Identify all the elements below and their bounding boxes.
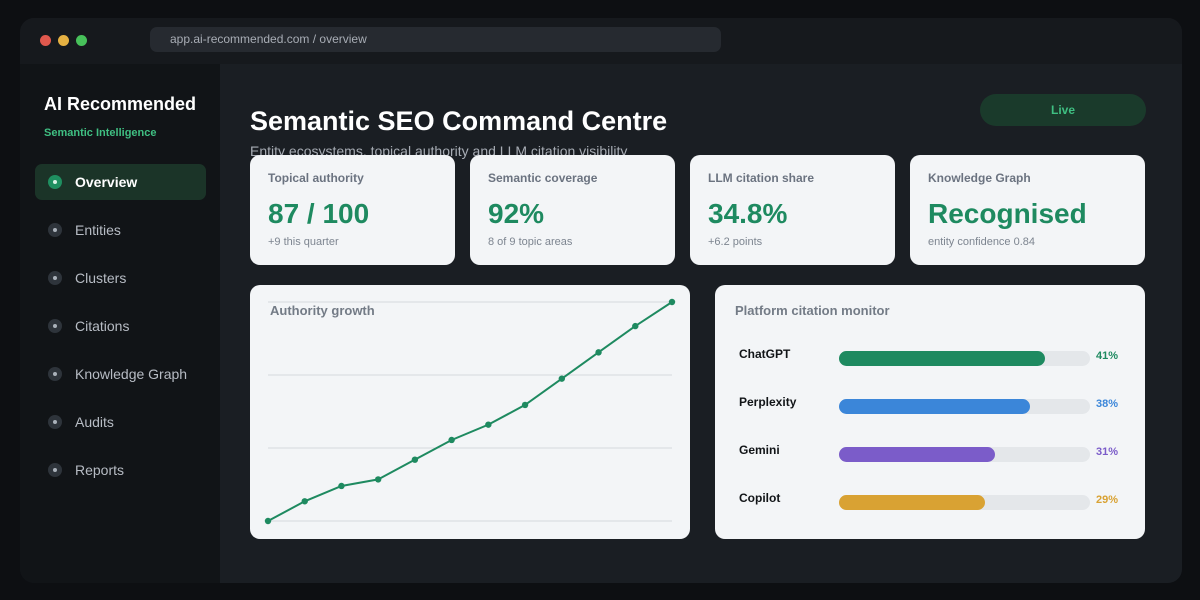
platform-name: Perplexity (739, 395, 797, 409)
stat-value: 34.8% (708, 198, 788, 229)
platform-row-chatgpt: ChatGPT 41% (715, 347, 1145, 367)
nav-bullet-icon (48, 175, 62, 189)
progress-track (839, 447, 1090, 462)
live-status-badge[interactable]: Live (980, 94, 1146, 126)
chart-data-point[interactable] (301, 498, 308, 505)
nav-bullet-icon (48, 463, 62, 477)
chart-data-point[interactable] (338, 482, 345, 490)
chart-data-point[interactable] (558, 375, 566, 382)
sidebar-item-clusters[interactable]: Clusters (35, 260, 206, 296)
stat-label: Knowledge Graph (928, 171, 1031, 185)
nav-bullet-icon (48, 319, 62, 333)
progress-fill (839, 399, 1030, 414)
stat-value: Recognised (928, 198, 1087, 229)
authority-growth-chart (264, 298, 676, 525)
sidebar-item-entities[interactable]: Entities (35, 212, 206, 248)
nav-bullet-icon (48, 415, 62, 429)
platform-percent: 31% (1096, 446, 1119, 458)
chart-series-line (267, 301, 673, 522)
authority-growth-panel: Authority growth (250, 285, 690, 539)
progress-fill (839, 495, 985, 510)
nav-bullet-icon (48, 367, 62, 381)
stat-card-topical-authority[interactable]: Topical authority 87 / 100 +9 this quart… (250, 155, 455, 265)
nav-bullet-icon (48, 223, 62, 237)
minimize-window-dot[interactable] (58, 35, 69, 46)
main-content: Semantic SEO Command Centre Entity ecosy… (220, 64, 1182, 583)
platform-row-copilot: Copilot 29% (715, 491, 1145, 511)
panel-title: Authority growth (270, 303, 375, 318)
stat-card-knowledge-graph[interactable]: Knowledge Graph Recognised entity confid… (910, 155, 1145, 265)
chart-data-point[interactable] (411, 456, 419, 463)
platform-name: Copilot (739, 491, 781, 505)
close-window-dot[interactable] (40, 35, 51, 46)
sidebar-item-label: Knowledge Graph (75, 366, 188, 382)
sidebar: AI Recommended Semantic Intelligence Ove… (20, 64, 220, 583)
sidebar-item-label: Clusters (75, 270, 127, 286)
progress-track (839, 399, 1090, 414)
chart-data-point[interactable] (521, 401, 529, 409)
stat-label: Semantic coverage (488, 171, 598, 185)
sidebar-item-label: Entities (75, 222, 121, 238)
app-window: app.ai-recommended.com / overview AI Rec… (20, 18, 1182, 583)
platform-percent: 38% (1096, 398, 1119, 410)
sidebar-item-audits[interactable]: Audits (35, 404, 206, 440)
sidebar-item-knowledge-graph[interactable]: Knowledge Graph (35, 356, 206, 392)
maximize-window-dot[interactable] (76, 35, 87, 46)
sidebar-item-label: Audits (75, 414, 114, 430)
stat-note: 8 of 9 topic areas (488, 236, 573, 248)
platform-name: ChatGPT (739, 347, 791, 361)
chart-data-point[interactable] (668, 298, 676, 306)
brand-subtitle: Semantic Intelligence (44, 127, 157, 139)
stat-card-semantic-coverage[interactable]: Semantic coverage 92% 8 of 9 topic areas (470, 155, 675, 265)
platform-row-gemini: Gemini 31% (715, 443, 1145, 463)
stat-card-llm-citation-share[interactable]: LLM citation share 34.8% +6.2 points (690, 155, 895, 265)
panel-title: Platform citation monitor (735, 303, 890, 318)
platform-name: Gemini (739, 443, 780, 457)
title-bar: app.ai-recommended.com / overview (20, 18, 1182, 64)
nav-bullet-icon (48, 271, 62, 285)
sidebar-item-overview[interactable]: Overview (35, 164, 206, 200)
stat-label: LLM citation share (708, 171, 815, 185)
page-title: Semantic SEO Command Centre (250, 106, 668, 136)
brand-name: AI Recommended (44, 94, 197, 114)
platform-row-perplexity: Perplexity 38% (715, 395, 1145, 415)
stat-label: Topical authority (268, 171, 364, 185)
sidebar-item-label: Overview (75, 174, 138, 190)
chart-data-point[interactable] (264, 517, 272, 525)
chart-data-point[interactable] (595, 349, 602, 356)
platform-percent: 41% (1096, 350, 1119, 362)
sidebar-item-label: Reports (75, 462, 125, 478)
sidebar-item-label: Citations (75, 318, 130, 334)
progress-fill (839, 447, 995, 462)
chart-data-point[interactable] (632, 322, 639, 330)
stat-value: 87 / 100 (268, 198, 370, 229)
platform-citation-panel: Platform citation monitor ChatGPT 41% Pe… (715, 285, 1145, 539)
sidebar-item-citations[interactable]: Citations (35, 308, 206, 344)
chart-data-point[interactable] (374, 476, 382, 483)
chart-data-point[interactable] (448, 436, 455, 444)
platform-percent: 29% (1096, 494, 1119, 506)
progress-fill (839, 351, 1045, 366)
sidebar-item-reports[interactable]: Reports (35, 452, 206, 488)
progress-track (839, 495, 1090, 510)
stat-value: 92% (488, 198, 545, 229)
progress-track (839, 351, 1090, 366)
stat-note: +6.2 points (708, 236, 763, 248)
address-bar[interactable]: app.ai-recommended.com / overview (150, 27, 721, 52)
stat-note: entity confidence 0.84 (928, 236, 1036, 248)
stat-note: +9 this quarter (268, 236, 339, 248)
chart-data-point[interactable] (485, 421, 492, 428)
